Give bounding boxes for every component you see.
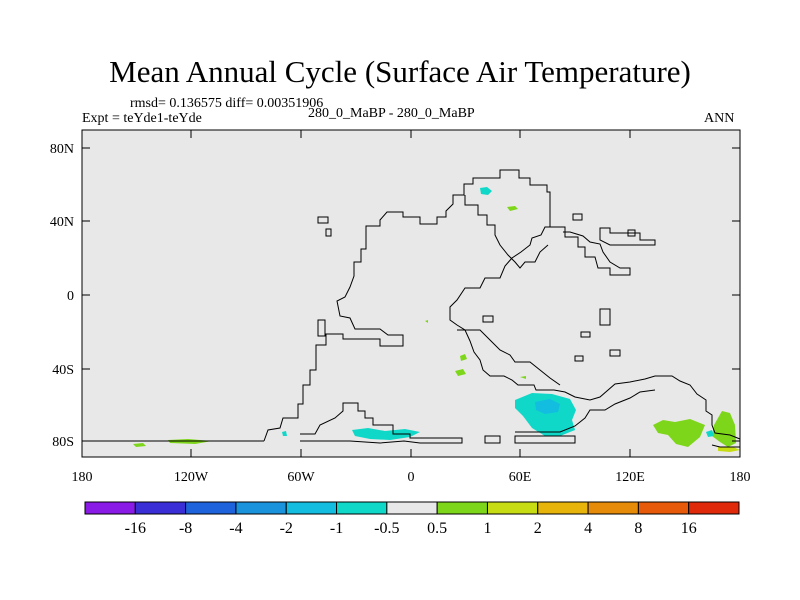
island-9	[574, 355, 584, 362]
lon-label: 180	[72, 470, 93, 485]
cyan-patch-north-asia	[480, 187, 492, 195]
coastline-small-bottom	[484, 435, 501, 444]
axis-ticks	[82, 130, 740, 457]
island-4	[572, 213, 583, 221]
cyan-patch-small-1	[460, 354, 467, 361]
lon-label: 0	[408, 470, 415, 485]
lon-axis-labels: 180 120W 60W 0 60E 120E 180	[72, 470, 751, 485]
colorbar-label: 1	[483, 520, 491, 537]
lat-label: 40S	[52, 363, 74, 378]
colorbar-label: 16	[681, 520, 697, 537]
coastline-tethys	[464, 195, 549, 269]
island-2	[317, 319, 326, 337]
island-7	[580, 331, 591, 338]
chart-title: Mean Annual Cycle (Surface Air Temperatu…	[109, 54, 691, 89]
green-patch-ross-sea	[712, 411, 736, 447]
anomaly-patches	[133, 187, 740, 452]
season-label: ANN	[704, 111, 735, 126]
blue-core-antarctic-indian	[535, 399, 560, 414]
coastline-asia-inner	[550, 226, 631, 276]
colorbar-label: -1	[330, 520, 343, 537]
colorbar-label: 0.5	[427, 520, 447, 537]
colorbar: -16 -8 -4 -2 -1 -0.5 0.5 1 2 4 8 16	[84, 501, 740, 537]
coastline-pangaea	[263, 169, 741, 442]
comparison-label: 280_0_MaBP - 280_0_MaBP	[308, 106, 475, 121]
colorbar-label: 2	[534, 520, 542, 537]
lat-axis-labels: 80N 40N 0 40S 80S	[50, 142, 74, 450]
green-patch-small-3	[133, 443, 146, 447]
colorbar-swatch	[587, 501, 639, 515]
island-6	[482, 315, 494, 323]
cyan-patch-small-4	[282, 431, 287, 436]
island-5	[599, 308, 611, 326]
colorbar-label: -8	[179, 520, 192, 537]
island-3	[325, 228, 332, 237]
coastline-antarctic-west	[300, 402, 463, 444]
colorbar-swatch	[537, 501, 589, 515]
coastline-antarctic-east	[515, 389, 656, 433]
green-patch-asia	[507, 206, 518, 211]
colorbar-swatch	[486, 501, 539, 515]
colorbar-label: 4	[584, 520, 592, 537]
island-1	[317, 216, 329, 224]
experiment-label: Expt = teYde1-teYde	[82, 111, 202, 126]
lat-label: 80S	[52, 435, 74, 450]
colorbar-label: -4	[229, 520, 242, 537]
colorbar-swatch	[285, 501, 338, 515]
lat-label: 80N	[50, 142, 74, 157]
colorbar-label: -2	[280, 520, 293, 537]
lon-label: 120E	[615, 470, 645, 485]
lat-label: 0	[67, 289, 74, 304]
colorbar-swatch	[637, 501, 690, 515]
colorbar-label: 8	[634, 520, 642, 537]
colorbar-swatch	[84, 501, 136, 515]
coastline-antarctic-bottom	[514, 435, 576, 444]
coastline-north-block	[599, 227, 656, 246]
colorbar-swatch	[235, 501, 287, 515]
lon-label: 60W	[287, 470, 315, 485]
lon-label: 60E	[509, 470, 532, 485]
lat-label: 40N	[50, 215, 74, 230]
green-patch-tiny-2	[520, 376, 526, 379]
colorbar-swatch	[336, 501, 388, 515]
colorbar-swatch	[688, 501, 740, 515]
colorbar-swatch	[134, 501, 187, 515]
colorbar-label: -0.5	[374, 520, 399, 537]
island-10	[627, 229, 636, 237]
coastline-africa-east	[457, 329, 561, 386]
cyan-patch-antarctic-south-atlantic	[352, 428, 420, 440]
cyan-patch-ross-sea	[706, 430, 714, 437]
coastlines	[82, 169, 741, 448]
yellow-patch-ross-sea	[718, 447, 740, 452]
lon-label: 180	[730, 470, 751, 485]
colorbar-swatch	[386, 501, 438, 515]
stats-label: rmsd= 0.136575 diff= 0.00351906	[130, 96, 324, 111]
lon-label: 120W	[174, 470, 209, 485]
colorbar-label: -16	[125, 520, 146, 537]
island-8	[609, 349, 621, 357]
colorbar-swatch	[436, 501, 488, 515]
colorbar-swatch	[185, 501, 237, 515]
coastline-south-edge-east	[711, 444, 740, 448]
map-background	[82, 130, 740, 457]
cyan-patch-antarctic-indian	[515, 393, 576, 436]
green-patch-small-2	[455, 369, 466, 376]
green-patch-tiny	[425, 320, 428, 323]
green-patch-australia-south	[653, 419, 705, 447]
